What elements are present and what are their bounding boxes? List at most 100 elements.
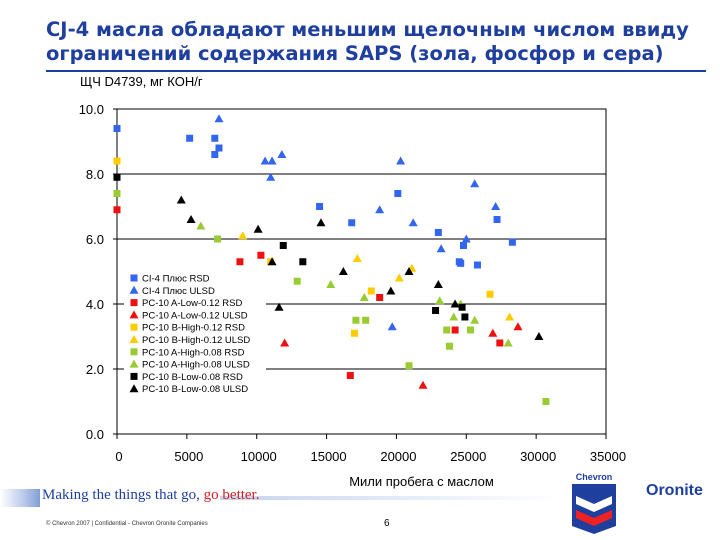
legend-marker bbox=[129, 384, 139, 393]
chevron-logo: Chevron bbox=[566, 470, 622, 534]
legend-marker bbox=[130, 323, 138, 331]
data-point bbox=[404, 267, 414, 275]
data-point bbox=[279, 242, 287, 249]
data-point bbox=[375, 205, 385, 214]
data-point bbox=[443, 326, 451, 334]
data-point bbox=[387, 322, 397, 331]
data-point bbox=[113, 190, 121, 197]
legend-entry: PC-10 A-High-0.08 RSD bbox=[142, 347, 245, 358]
legend-entry: CI-4 Плюс RSD bbox=[142, 274, 210, 285]
legend-marker bbox=[130, 372, 138, 380]
data-point bbox=[266, 172, 276, 181]
data-point bbox=[435, 296, 445, 305]
data-point bbox=[394, 273, 404, 282]
x-tick-label: 35000 bbox=[590, 449, 626, 464]
data-point bbox=[534, 332, 544, 340]
data-point bbox=[496, 339, 504, 347]
data-point bbox=[293, 277, 301, 285]
data-point bbox=[113, 206, 121, 214]
data-point bbox=[446, 342, 454, 350]
footer-accent-line bbox=[220, 496, 560, 500]
data-point bbox=[238, 231, 248, 240]
copyright-text: © Chevron 2007 | Confidential - Chevron … bbox=[46, 521, 208, 527]
data-point bbox=[466, 326, 474, 334]
y-axis-label: ЩЧ D4739, мг КОН/г bbox=[80, 74, 203, 89]
data-point bbox=[408, 218, 418, 227]
data-point bbox=[433, 280, 443, 288]
data-point bbox=[473, 261, 481, 269]
data-point bbox=[211, 151, 219, 158]
x-tick-label: 30000 bbox=[520, 449, 556, 464]
data-point bbox=[277, 150, 287, 158]
data-point bbox=[436, 244, 446, 253]
data-point bbox=[267, 156, 277, 165]
y-tick-label: 8.0 bbox=[86, 167, 104, 182]
data-point bbox=[470, 315, 480, 324]
data-point bbox=[316, 203, 324, 210]
data-point bbox=[113, 125, 121, 132]
x-tick-label: 20000 bbox=[380, 449, 416, 464]
legend-entry: PC-10 B-Low-0.08 ULSD bbox=[142, 384, 248, 395]
legend-box bbox=[124, 270, 266, 399]
data-point bbox=[338, 267, 348, 275]
data-point bbox=[274, 302, 284, 311]
legend-marker bbox=[129, 310, 139, 319]
legend-entry: PC-10 B-High-0.12 RSD bbox=[142, 323, 245, 334]
data-point bbox=[236, 258, 244, 266]
data-point bbox=[348, 219, 356, 227]
data-point bbox=[253, 224, 263, 233]
data-point bbox=[113, 173, 121, 181]
data-point bbox=[346, 372, 354, 379]
data-point bbox=[461, 234, 471, 243]
x-tick-label: 25000 bbox=[450, 449, 486, 464]
data-point bbox=[449, 312, 459, 321]
data-point bbox=[186, 215, 196, 223]
data-point bbox=[513, 322, 523, 331]
slide-title: CJ-4 масла обладают меньшим щелочным чис… bbox=[46, 18, 689, 65]
data-point bbox=[491, 202, 501, 210]
x-tick-label: 0 bbox=[115, 449, 122, 464]
data-point bbox=[196, 221, 206, 230]
legend-entry: PC-10 B-High-0.12 ULSD bbox=[142, 335, 250, 346]
slogan: Making the things that go, go better. bbox=[42, 487, 259, 504]
data-point bbox=[405, 362, 413, 370]
data-point bbox=[418, 380, 428, 389]
data-point bbox=[432, 307, 440, 314]
data-point bbox=[493, 216, 501, 223]
data-point bbox=[211, 134, 219, 142]
data-point bbox=[488, 328, 498, 337]
data-point bbox=[352, 316, 360, 324]
data-point bbox=[376, 294, 384, 301]
data-point bbox=[470, 179, 480, 188]
tick-labels: 0.0 2.0 4.0 6.0 8.0 10.0 0 5000 10000 15000 20000 2… bbox=[79, 102, 626, 489]
data-point bbox=[394, 190, 402, 197]
data-point bbox=[214, 235, 222, 243]
title-rule bbox=[46, 70, 706, 72]
legend-entry: PC-10 A-Low-0.12 ULSD bbox=[142, 310, 248, 321]
y-tick-label: 0.0 bbox=[86, 427, 104, 442]
page-number: 6 bbox=[384, 518, 390, 529]
x-tick-label: 15000 bbox=[310, 449, 346, 464]
data-point bbox=[457, 259, 465, 267]
data-points bbox=[113, 114, 550, 405]
data-point bbox=[113, 157, 121, 165]
x-tick-label: 10000 bbox=[241, 449, 277, 464]
y-tick-label: 10.0 bbox=[79, 102, 104, 117]
data-point bbox=[396, 156, 406, 165]
data-point bbox=[486, 290, 494, 298]
data-point bbox=[458, 303, 466, 311]
data-point bbox=[508, 238, 516, 246]
chevron-emblem-icon bbox=[572, 484, 616, 534]
legend-marker bbox=[130, 299, 138, 307]
data-point bbox=[260, 156, 270, 165]
chevron-logo-text: Chevron bbox=[575, 472, 613, 482]
legend-marker bbox=[129, 335, 139, 343]
data-point bbox=[451, 326, 459, 334]
data-point bbox=[351, 329, 359, 337]
oronite-logo: Oronite bbox=[646, 482, 703, 499]
data-point bbox=[299, 258, 307, 266]
data-point bbox=[257, 251, 265, 259]
data-point bbox=[214, 114, 224, 123]
slogan-main: Making the things that go, bbox=[42, 487, 204, 503]
